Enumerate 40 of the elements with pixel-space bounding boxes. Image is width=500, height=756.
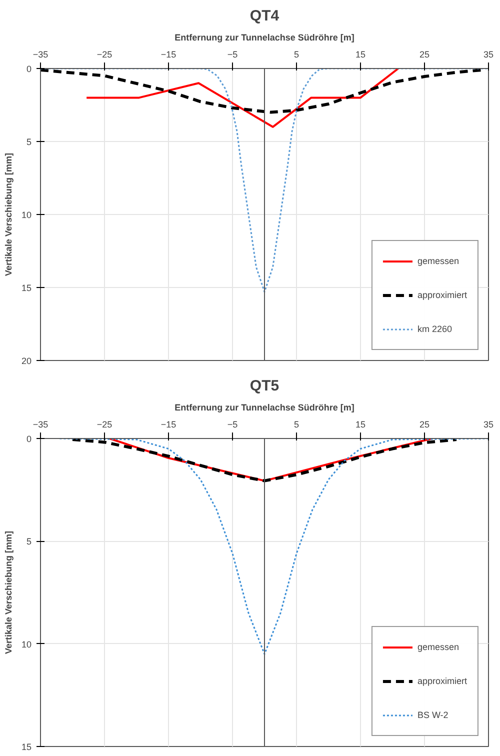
x-tick-label: −5: [227, 50, 238, 60]
y-tick-label: 20: [21, 356, 32, 366]
y-tick-label: 15: [21, 283, 32, 293]
x-tick-label: 15: [355, 50, 366, 60]
line-series: [58, 438, 488, 655]
y-tick-label: 5: [26, 137, 32, 147]
line-series: [108, 438, 434, 482]
x-tick-label: −35: [32, 50, 48, 60]
chart-title: QT5: [250, 378, 280, 394]
x-axis-title: Entfernung zur Tunnelachse Südröhre [m]: [174, 32, 354, 42]
y-tick-label: 10: [21, 639, 32, 650]
x-tick-label: −15: [160, 420, 176, 430]
y-tick-label: 5: [26, 536, 32, 547]
x-tick-label: −15: [160, 50, 176, 60]
x-tick-label: 25: [419, 50, 430, 60]
x-tick-label: −25: [96, 420, 112, 430]
legend-label: approximiert: [417, 290, 467, 300]
y-tick-label: 10: [21, 210, 32, 220]
x-tick-label: −5: [227, 420, 238, 430]
y-axis-title: Vertikale Verschiebung [mm]: [3, 152, 14, 276]
legend-label: gemessen: [417, 642, 459, 652]
y-tick-label: 0: [26, 434, 32, 444]
legend-label: km 2260: [417, 324, 452, 334]
x-tick-label: 5: [294, 50, 300, 60]
legend-label: BS W-2: [417, 710, 448, 720]
x-axis-title: Entfernung zur Tunnelachse Südröhre [m]: [174, 402, 354, 412]
line-series: [86, 68, 400, 128]
x-tick-label: −25: [96, 50, 112, 60]
chart-title: QT4: [250, 8, 280, 24]
x-tick-label: 25: [419, 420, 430, 430]
x-tick-label: 5: [294, 420, 300, 430]
legend-label: approximiert: [417, 676, 467, 686]
x-tick-label: −35: [32, 420, 48, 430]
y-tick-label: 15: [21, 742, 32, 752]
x-tick-label: 35: [483, 420, 494, 430]
y-tick-label: 0: [26, 64, 32, 74]
x-tick-label: 15: [355, 420, 366, 430]
y-axis-title: Vertikale Verschiebung [mm]: [3, 530, 14, 654]
x-tick-label: 35: [483, 50, 494, 60]
legend-label: gemessen: [417, 256, 459, 266]
